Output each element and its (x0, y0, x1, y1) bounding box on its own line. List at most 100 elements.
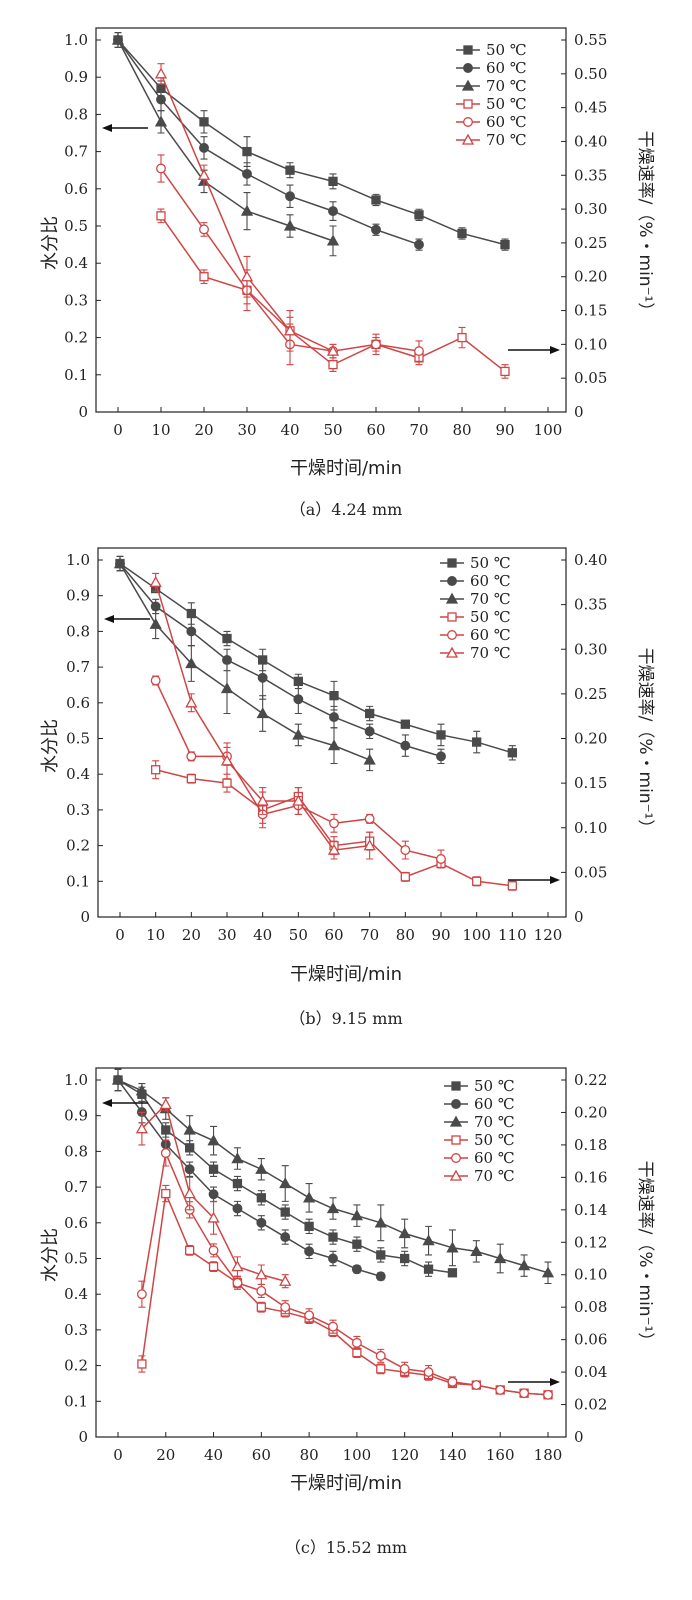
y2-axis-title: 干燥速率/（%・min⁻¹） (635, 648, 655, 837)
y-tick-label: 0.6 (64, 180, 88, 198)
legend-label: 60 ℃ (470, 572, 511, 590)
y2-tick-label: 0.30 (574, 640, 607, 658)
y2-tick-label: 0.06 (574, 1331, 607, 1349)
x-tick-label: 50 (323, 421, 342, 439)
data-point (326, 1202, 340, 1214)
data-point (374, 1216, 387, 1228)
legend-marker (447, 576, 457, 586)
y2-tick-label: 0.25 (574, 234, 607, 252)
data-point (472, 876, 482, 886)
data-point (199, 272, 209, 282)
data-point (285, 165, 295, 175)
x-tick-label: 60 (324, 926, 343, 944)
data-point (154, 115, 168, 127)
left-axis-arrow-icon (104, 615, 150, 623)
x-tick-label: 40 (204, 1446, 223, 1464)
data-point (208, 1261, 219, 1272)
legend: 50 ℃60 ℃70 ℃50 ℃60 ℃70 ℃ (440, 554, 511, 662)
y2-tick-label: 0 (574, 1428, 584, 1446)
data-point (199, 117, 209, 127)
data-point (280, 1302, 291, 1313)
y2-tick-label: 0.50 (574, 65, 607, 83)
data-point (149, 617, 162, 629)
data-point (375, 1271, 386, 1282)
y2-tick-label: 0.10 (574, 819, 607, 837)
data-point (185, 696, 198, 708)
data-point (363, 839, 376, 851)
y-tick-label: 0.8 (64, 105, 88, 123)
data-point (304, 1221, 314, 1232)
series-line (117, 39, 334, 242)
y-tick-label: 0.3 (64, 291, 88, 309)
data-point (371, 195, 381, 205)
x-tick-label: 20 (156, 1446, 175, 1464)
legend-label: 60 ℃ (486, 113, 527, 131)
data-point (303, 1191, 316, 1203)
data-point (457, 228, 467, 239)
data-point (149, 575, 162, 587)
y2-tick-label: 0.16 (574, 1168, 607, 1186)
data-point (470, 1245, 483, 1257)
y-tick-label: 0.3 (66, 801, 90, 819)
y2-axis-title: 干燥速率/（%・min⁻¹） (635, 1161, 655, 1350)
right-axis-arrow-icon (508, 876, 560, 884)
y-axis-title: 水分比 (40, 216, 61, 270)
data-point (150, 675, 161, 686)
data-point (364, 813, 375, 824)
data-point (154, 67, 168, 79)
data-point (185, 1245, 195, 1256)
data-point (159, 1098, 172, 1109)
y2-tick-label: 0.20 (574, 1103, 607, 1121)
data-point (328, 360, 338, 370)
x-tick-label: 120 (390, 1446, 419, 1464)
x-tick-label: 40 (253, 926, 272, 944)
data-point (256, 1286, 267, 1296)
series-moisture-square-filled (113, 32, 510, 251)
data-point (541, 1266, 555, 1278)
data-point (543, 1389, 553, 1400)
x-tick-label: 80 (452, 421, 471, 439)
data-point (113, 557, 127, 569)
data-point (160, 1148, 171, 1158)
data-point (304, 1246, 315, 1257)
data-point (256, 1193, 266, 1203)
data-point (255, 1268, 268, 1280)
legend-label: 70 ℃ (486, 77, 527, 95)
x-tick-label: 180 (534, 1446, 563, 1464)
data-point (507, 881, 517, 891)
data-point (156, 94, 166, 105)
y2-tick-label: 0.04 (574, 1363, 607, 1381)
data-point (371, 339, 381, 350)
data-point (279, 1274, 292, 1286)
data-point (257, 672, 268, 683)
legend-label: 50 ℃ (486, 41, 527, 59)
chart-panel-a: 0 10 20 30 40 50 60 70 80 90 100 0 0.1 0.2 0.3 0.4 0.5 0.… (40, 27, 655, 519)
legend-marker (451, 1153, 461, 1163)
y-tick-label: 0.4 (66, 765, 90, 783)
data-point (436, 854, 446, 864)
data-point (208, 1245, 219, 1256)
data-point (398, 1227, 411, 1239)
right-axis-arrow-icon (508, 346, 560, 354)
series-line (119, 562, 513, 754)
data-point (328, 1232, 338, 1242)
y-tick-label: 0.2 (66, 837, 90, 855)
legend-marker (461, 79, 475, 91)
legend-marker (461, 133, 475, 145)
legend-marker (449, 1169, 463, 1181)
x-tick-label: 30 (237, 421, 256, 439)
data-point (280, 1232, 291, 1243)
plot-frame (97, 547, 567, 918)
legend-label: 60 ℃ (486, 59, 527, 77)
data-point (518, 1259, 531, 1271)
y-tick-label: 0 (80, 908, 90, 926)
data-point (231, 1152, 244, 1164)
data-point (232, 1277, 243, 1288)
y2-tick-label: 0.30 (574, 200, 607, 218)
data-point (186, 751, 197, 762)
y2-tick-label: 0.14 (574, 1201, 607, 1219)
x-tick-label: 120 (534, 926, 563, 944)
y-tick-label: 1.0 (64, 1071, 88, 1089)
data-point (208, 1189, 219, 1200)
